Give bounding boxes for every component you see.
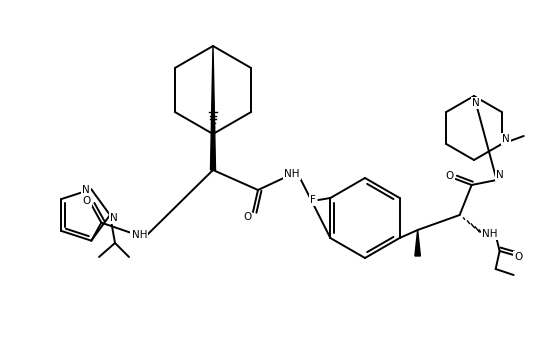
Text: O: O <box>445 171 454 181</box>
Text: N: N <box>472 98 480 108</box>
Text: N: N <box>502 134 510 144</box>
Text: O: O <box>82 196 91 206</box>
Text: N: N <box>110 213 118 223</box>
Text: NH: NH <box>482 229 498 239</box>
Text: N: N <box>496 170 504 180</box>
Text: F: F <box>310 195 316 205</box>
Polygon shape <box>211 46 216 170</box>
Text: O: O <box>243 212 251 222</box>
Text: NH: NH <box>132 230 147 240</box>
Text: O: O <box>514 252 523 262</box>
Text: NH: NH <box>284 169 300 179</box>
Text: N: N <box>82 185 90 195</box>
Polygon shape <box>415 230 420 256</box>
